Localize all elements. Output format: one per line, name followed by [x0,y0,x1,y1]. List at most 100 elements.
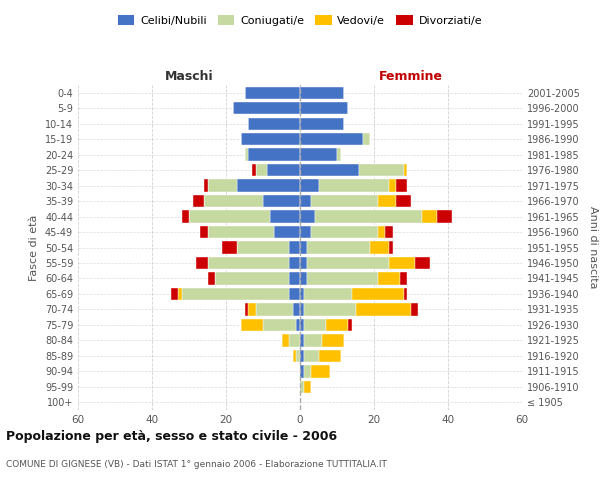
Bar [182,288,289,300]
Bar [193,195,204,207]
Bar [304,380,311,393]
Bar [178,288,182,300]
Bar [337,148,341,161]
Bar [182,210,189,222]
Text: Popolazione per età, sesso e stato civile - 2006: Popolazione per età, sesso e stato civil… [6,430,337,443]
Bar [208,180,237,192]
Bar [300,148,337,161]
Text: Femmine: Femmine [379,70,443,82]
Bar [300,380,304,393]
Bar [300,86,344,99]
Bar [307,272,378,284]
Bar [300,365,304,378]
Bar [322,334,344,346]
Bar [296,350,300,362]
Bar [396,180,407,192]
Bar [263,318,296,331]
Bar [311,226,378,238]
Bar [378,195,396,207]
Bar [315,210,422,222]
Bar [170,288,178,300]
Bar [370,242,389,254]
Bar [300,164,359,176]
Bar [411,303,418,316]
Text: Maschi: Maschi [164,70,214,82]
Bar [271,210,300,222]
Bar [304,318,326,331]
Bar [208,226,274,238]
Bar [237,242,289,254]
Bar [396,195,411,207]
Bar [281,334,289,346]
Bar [289,334,300,346]
Bar [256,164,267,176]
Bar [289,242,300,254]
Bar [304,365,311,378]
Bar [248,118,300,130]
Bar [378,226,385,238]
Bar [300,242,307,254]
Bar [300,303,304,316]
Bar [241,133,300,145]
Bar [189,210,271,222]
Bar [304,303,356,316]
Bar [319,180,389,192]
Bar [404,164,407,176]
Bar [204,195,263,207]
Bar [248,148,300,161]
Bar [293,303,300,316]
Bar [304,288,352,300]
Bar [307,242,370,254]
Bar [363,133,370,145]
Bar [200,226,208,238]
Bar [245,148,248,161]
Bar [300,102,348,115]
Bar [215,272,289,284]
Bar [204,180,208,192]
Bar [245,86,300,99]
Text: COMUNE DI GIGNESE (VB) - Dati ISTAT 1° gennaio 2006 - Elaborazione TUTTITALIA.IT: COMUNE DI GIGNESE (VB) - Dati ISTAT 1° g… [6,460,387,469]
Bar [252,164,256,176]
Bar [319,350,341,362]
Bar [352,288,404,300]
Bar [311,195,378,207]
Bar [304,334,322,346]
Bar [385,226,392,238]
Bar [289,272,300,284]
Bar [300,288,304,300]
Bar [389,242,392,254]
Bar [233,102,300,115]
Bar [289,257,300,269]
Bar [208,272,215,284]
Bar [348,318,352,331]
Bar [300,133,363,145]
Bar [196,257,208,269]
Bar [274,226,300,238]
Bar [245,303,248,316]
Bar [300,350,304,362]
Bar [289,288,300,300]
Bar [437,210,452,222]
Bar [263,195,300,207]
Bar [307,257,389,269]
Bar [300,334,304,346]
Y-axis label: Fasce di età: Fasce di età [29,214,39,280]
Bar [300,272,307,284]
Bar [267,164,300,176]
Bar [300,180,319,192]
Bar [311,365,329,378]
Bar [300,226,311,238]
Bar [404,288,407,300]
Bar [356,303,411,316]
Bar [400,272,407,284]
Bar [326,318,348,331]
Bar [293,350,296,362]
Y-axis label: Anni di nascita: Anni di nascita [588,206,598,289]
Bar [359,164,404,176]
Bar [300,210,315,222]
Legend: Celibi/Nubili, Coniugati/e, Vedovi/e, Divorziati/e: Celibi/Nubili, Coniugati/e, Vedovi/e, Di… [113,10,487,30]
Bar [241,318,263,331]
Bar [422,210,437,222]
Bar [389,257,415,269]
Bar [223,242,237,254]
